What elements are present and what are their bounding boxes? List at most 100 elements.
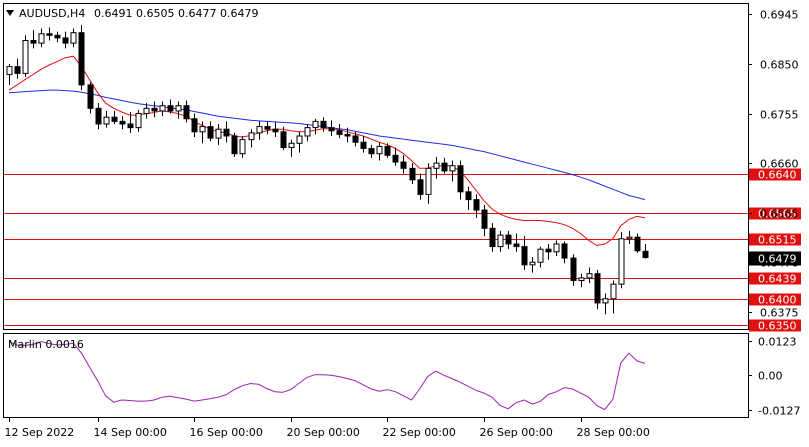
candle-body-45: [368, 148, 375, 155]
candle-body-55: [449, 165, 456, 172]
level-tag-label-3: 0.6439: [758, 273, 797, 286]
candle-body-63: [513, 243, 520, 248]
candle-body-7: [62, 37, 69, 44]
level-tag-0: [749, 168, 801, 181]
candle-body-69: [561, 243, 568, 259]
oscillator-line: [8, 341, 646, 411]
candle-body-33: [272, 128, 279, 133]
candle-body-75: [610, 283, 617, 300]
candle-body-72: [586, 273, 593, 279]
candle-body-39: [320, 120, 327, 129]
candle-body-9: [78, 32, 85, 86]
candle-body-29: [239, 139, 246, 155]
candle-body-71: [578, 277, 585, 281]
candle-body-60: [489, 227, 496, 248]
candle-body-13: [111, 116, 118, 122]
candle-body-11: [95, 107, 102, 125]
candle-body-67: [545, 248, 552, 253]
candle-body-78: [634, 236, 641, 252]
candle-body-31: [256, 126, 263, 134]
candle-body-26: [215, 128, 222, 139]
candle-body-58: [473, 199, 480, 211]
indicator-axis: 0.0123 0.00 -0.0127: [748, 336, 800, 418]
time-axis: 12 Sep 2022 14 Sep 00:00 16 Sep 00:00 20 Se…: [5, 418, 650, 439]
ohlc-readout: 0.6491 0.6505 0.6477 0.6479: [94, 7, 258, 20]
candle-body-20: [167, 105, 174, 112]
candle-body-43: [352, 135, 359, 143]
indicator-label: Marlin 0.0016: [8, 338, 84, 351]
level-tag-5: [749, 319, 801, 332]
level-tag-label-5: 0.6350: [758, 320, 797, 333]
candle-body-44: [360, 141, 367, 150]
moving-averages: [8, 55, 646, 247]
candle-body-51: [417, 179, 424, 195]
candle-body-53: [433, 162, 440, 169]
ma-fast-line: [8, 55, 646, 247]
level-tag-4: [749, 293, 801, 306]
candle-body-8: [70, 32, 77, 44]
candle-body-73: [594, 273, 601, 304]
candle-body-49: [400, 161, 407, 169]
candle-body-42: [344, 133, 351, 137]
level-tag-3: [749, 272, 801, 285]
candle-body-25: [207, 126, 214, 139]
candle-body-36: [296, 135, 303, 144]
time-tick-label-0: 12 Sep 2022: [5, 426, 75, 439]
level-tag-label-1: 0.6565: [758, 208, 797, 221]
candle-body-38: [312, 120, 319, 129]
candle-body-14: [119, 120, 126, 125]
level-tag-label-2: 0.6515: [758, 234, 797, 247]
ma-slow-line: [8, 89, 646, 201]
candle-body-19: [159, 105, 166, 112]
candle-body-21: [175, 105, 182, 112]
candle-body-52: [425, 167, 432, 195]
candle-body-28: [231, 135, 238, 155]
candle-body-40: [328, 127, 335, 132]
level-tag-label-0: 0.6640: [758, 169, 797, 182]
indicator-tick-label-2: -0.0127: [758, 405, 800, 418]
price-pane-frame: [3, 3, 749, 330]
price-tick-label-0: 0.6945: [760, 9, 799, 22]
candle-body-79: [642, 250, 649, 259]
indicator-tick-label-0: 0.0123: [758, 336, 797, 349]
candle-body-1: [14, 66, 21, 74]
time-tick-label-3: 20 Sep 00:00: [287, 426, 360, 439]
candle-body-23: [191, 118, 198, 133]
triangle-down-icon[interactable]: [6, 10, 14, 16]
candle-body-2: [22, 40, 29, 74]
candle-body-22: [183, 105, 190, 120]
level-tag-2: [749, 233, 801, 246]
candle-body-12: [103, 116, 110, 125]
candle-body-74: [602, 298, 609, 304]
candle-body-77: [626, 236, 633, 240]
candle-body-64: [521, 246, 528, 266]
candle-body-48: [392, 154, 399, 163]
candle-body-70: [570, 257, 577, 281]
symbol-label: AUDUSD,H4: [19, 7, 85, 20]
candle-body-54: [441, 162, 448, 172]
candle-body-27: [223, 128, 230, 137]
time-tick-label-4: 22 Sep 00:00: [383, 426, 456, 439]
candle-body-0: [6, 66, 13, 75]
candle-body-15: [127, 123, 134, 129]
candle-body-37: [304, 127, 311, 137]
current-price-label: 0.6479: [758, 253, 797, 266]
level-tag-1: [749, 207, 801, 220]
candles: [6, 24, 649, 315]
candle-body-46: [376, 145, 383, 155]
candle-body-62: [505, 234, 512, 245]
candle-body-4: [38, 33, 45, 44]
candle-body-35: [288, 142, 295, 148]
candle-body-76: [618, 238, 625, 285]
candle-body-3: [30, 40, 37, 44]
candle-body-32: [264, 126, 271, 130]
current-price-tag: [749, 251, 801, 266]
candle-body-56: [457, 165, 464, 193]
candle-body-68: [553, 243, 560, 253]
candle-body-65: [529, 261, 536, 266]
candle-body-41: [336, 130, 343, 135]
candle-body-59: [481, 209, 488, 229]
price-tick-label-1: 0.6850: [760, 59, 799, 72]
candle-body-16: [135, 113, 142, 129]
